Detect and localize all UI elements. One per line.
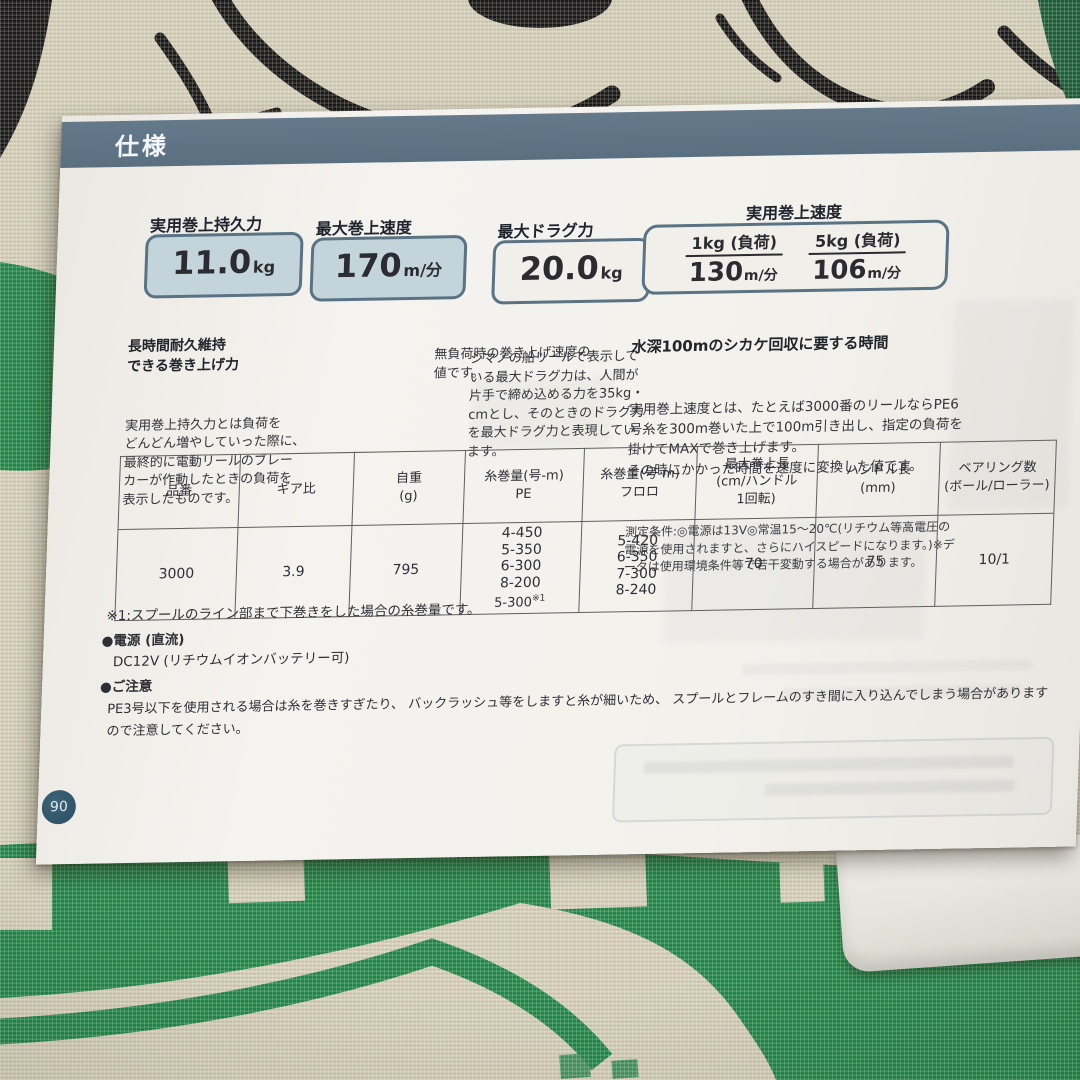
section-header-bar: 仕様 — [60, 103, 1080, 169]
notes-block: ※1:スプールのライン部まで下巻きをした場合の糸巻量です。 ●電源 (直流) D… — [98, 591, 1063, 743]
spec3-description: シマノの船リールで表示して いる最大ドラグ力は、人間が 片手で締め込める力を35… — [466, 349, 645, 461]
col-fluoro-capacity: 糸巻量(号-m) フロロ — [581, 446, 698, 522]
fabric-green-ring-stripe — [0, 938, 613, 1071]
spec4-load1-unit: m/分 — [743, 267, 778, 285]
manual-page: 仕様 実用巻上持久力 11.0 kg 長時間耐久維持 できる巻き上げ力 実用巻上持… — [35, 97, 1080, 865]
fabric-black-wedge — [0, 0, 52, 158]
col-bearings: ベアリング数 (ボール/ローラー) — [937, 440, 1057, 516]
spec1-value: 11.0 — [171, 242, 252, 283]
spec2-value-box: 170 m/分 — [309, 234, 468, 302]
spec4-subheading: 水深100mのシカケ回収に要する時間 — [631, 333, 889, 357]
fabric-black-blob — [468, 0, 612, 28]
spec4-value-box: 1kg (負荷) 130 m/分 5kg (負荷) 106 m/分 — [641, 219, 950, 295]
fabric-darkgreen-wedge — [1038, 0, 1080, 128]
spec4-load1-column: 1kg (負荷) 130 m/分 — [684, 228, 784, 289]
fabric-green-letter-hints — [559, 1052, 639, 1080]
bleed-through-line — [764, 779, 1016, 796]
underlying-page-edge — [836, 832, 1080, 974]
col-handle-length: ハンドル長 (mm) — [815, 442, 941, 518]
spec4-load2-column: 5kg (負荷) 106 m/分 — [807, 226, 907, 286]
spec4-load2-value: 106 — [811, 254, 868, 286]
bleed-through-box — [611, 736, 1055, 823]
spec4-load2-label: 5kg (負荷) — [808, 226, 907, 255]
spec2-unit: m/分 — [403, 260, 443, 281]
spec3-value-box: 20.0 kg — [491, 237, 652, 305]
col-weight: 自重 (g) — [351, 450, 466, 526]
page-number-badge: 90 — [41, 789, 77, 825]
spec3-value: 20.0 — [519, 248, 600, 289]
col-pe-capacity: 糸巻量(号-m) PE — [462, 448, 585, 524]
spec4-load2-unit: m/分 — [867, 265, 902, 282]
spec1-unit: kg — [252, 257, 276, 277]
spec1-subheading: 長時間耐久維持 できる巻き上げ力 — [126, 337, 240, 375]
col-model: 品番 — [118, 454, 241, 530]
col-gear-ratio: ギア比 — [237, 452, 355, 528]
spec1-value-box: 11.0 kg — [143, 231, 304, 299]
section-title: 仕様 — [114, 131, 170, 161]
spec4-load1-label: 1kg (負荷) — [685, 228, 784, 258]
spec4-load1-value: 130 — [688, 257, 744, 289]
bleed-through-line — [643, 755, 1014, 774]
pe-capacity-lines: 4-450 5-350 6-300 8-200 — [499, 524, 543, 591]
fabric-cream-notches — [0, 840, 825, 930]
spec3-unit: kg — [600, 263, 623, 283]
col-max-length: 最大巻上長 (cm/ハンドル 1回転) — [694, 444, 819, 520]
spec2-value: 170 — [334, 246, 403, 286]
